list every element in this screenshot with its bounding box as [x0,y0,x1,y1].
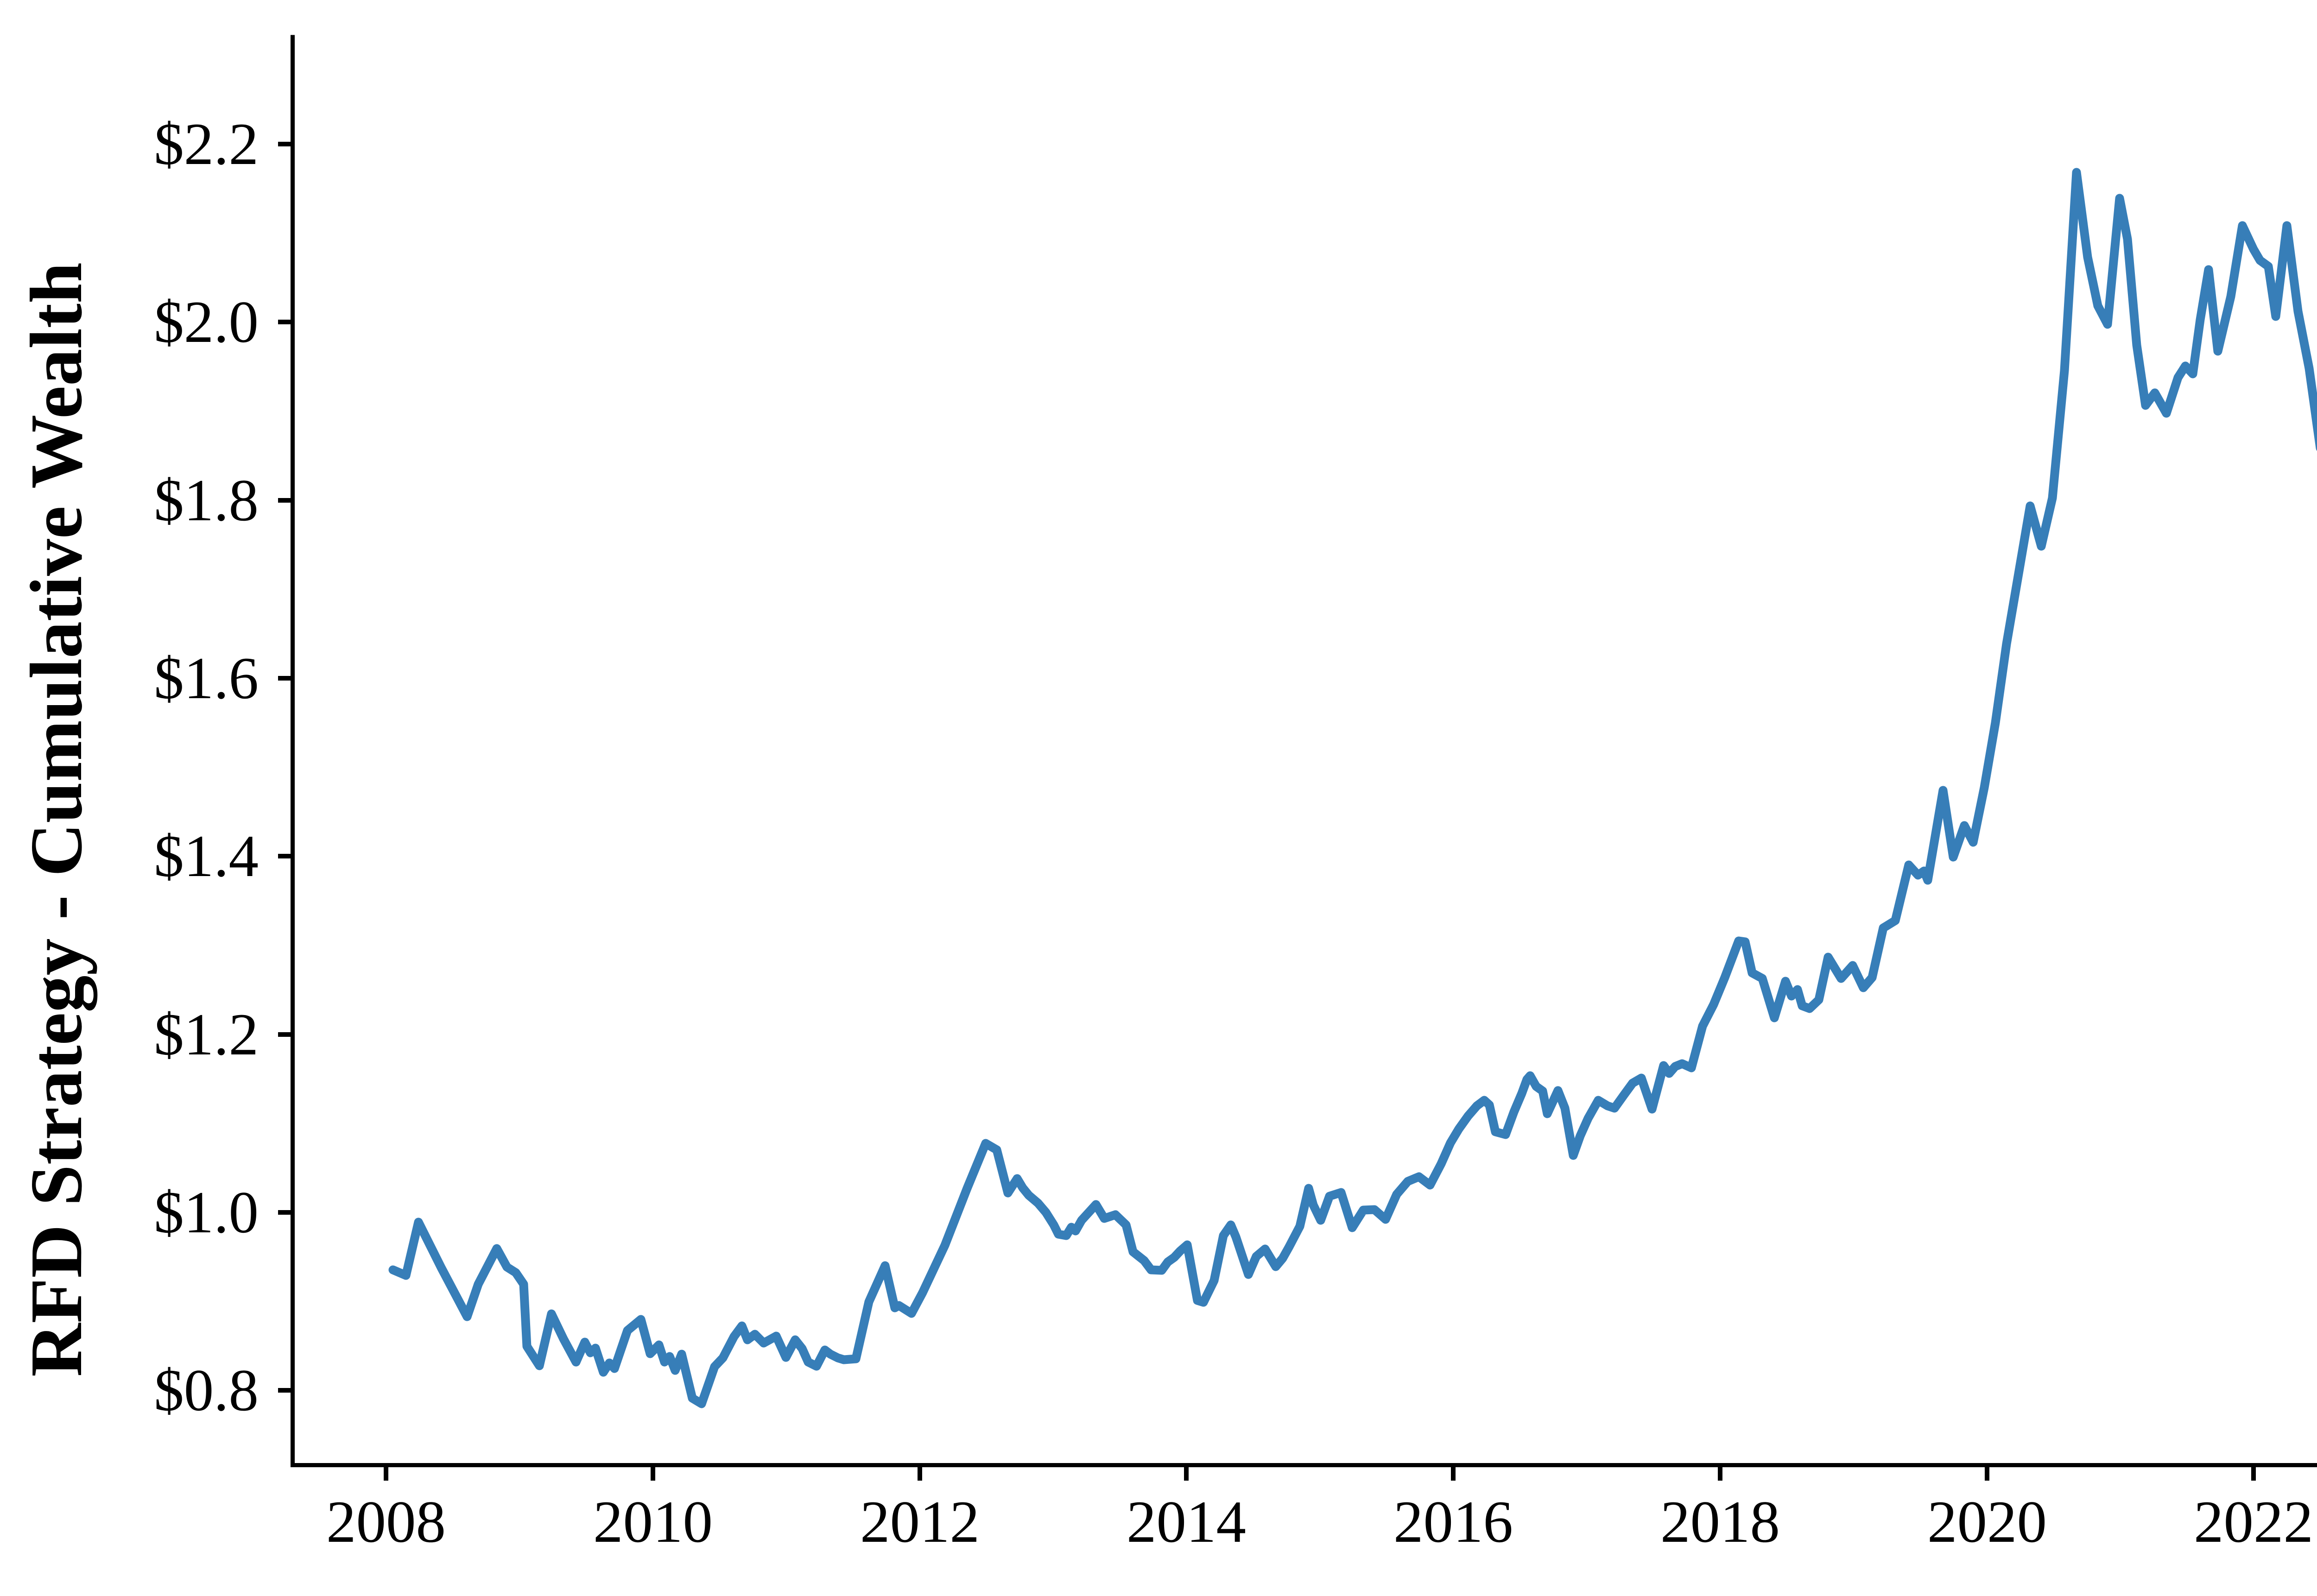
svg-text:$1.0: $1.0 [154,1179,259,1245]
svg-text:$2.2: $2.2 [154,111,259,177]
svg-text:2008: 2008 [326,1489,446,1555]
svg-text:$1.4: $1.4 [154,823,259,889]
svg-text:2014: 2014 [1127,1489,1246,1555]
svg-text:2020: 2020 [1927,1489,2047,1555]
svg-text:2010: 2010 [593,1489,713,1555]
svg-text:$1.8: $1.8 [154,467,259,533]
svg-text:$2.0: $2.0 [154,289,259,355]
svg-text:2018: 2018 [1660,1489,1780,1555]
svg-text:RFD Strategy - Cumulative Weal: RFD Strategy - Cumulative Wealth [15,262,98,1377]
svg-text:$0.8: $0.8 [154,1357,259,1423]
svg-text:2012: 2012 [860,1489,980,1555]
svg-text:2016: 2016 [1393,1489,1513,1555]
svg-text:2022: 2022 [2194,1489,2313,1555]
svg-text:$1.2: $1.2 [154,1001,259,1067]
svg-text:$1.6: $1.6 [154,645,259,711]
